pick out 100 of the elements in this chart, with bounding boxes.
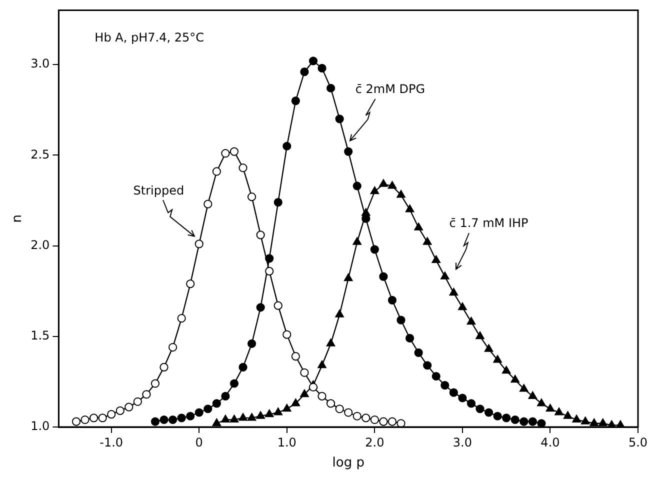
point bbox=[150, 417, 160, 426]
point bbox=[388, 296, 397, 304]
x-tick-label: 2.0 bbox=[365, 435, 384, 450]
point bbox=[352, 182, 362, 190]
point bbox=[160, 415, 168, 424]
point bbox=[300, 68, 309, 76]
x-tick-label: 5.0 bbox=[628, 435, 648, 450]
point bbox=[493, 412, 502, 420]
y-tick-label: 2.0 bbox=[30, 238, 50, 252]
point bbox=[458, 302, 467, 310]
point bbox=[344, 147, 353, 156]
point bbox=[379, 179, 388, 187]
point bbox=[221, 414, 230, 422]
point bbox=[186, 280, 195, 288]
series-label: Stripped bbox=[133, 184, 184, 198]
point bbox=[362, 414, 370, 422]
y-tick-label: 2.5 bbox=[30, 147, 50, 162]
point bbox=[335, 404, 344, 414]
point bbox=[318, 64, 326, 72]
point bbox=[326, 338, 336, 346]
point bbox=[160, 362, 168, 372]
x-tick-label: 3.0 bbox=[452, 435, 472, 450]
point bbox=[502, 414, 511, 422]
series-label: c̄ 1.7 mM IHP bbox=[449, 216, 528, 230]
point bbox=[422, 237, 432, 245]
point bbox=[282, 404, 292, 412]
point bbox=[370, 415, 379, 424]
point bbox=[291, 398, 300, 406]
point bbox=[537, 419, 546, 427]
point bbox=[563, 411, 572, 419]
x-tick-label: 4.0 bbox=[540, 435, 560, 450]
point bbox=[440, 272, 450, 280]
point bbox=[528, 391, 538, 399]
point bbox=[221, 392, 230, 400]
point bbox=[256, 411, 265, 419]
point bbox=[335, 114, 344, 124]
point bbox=[466, 399, 476, 408]
point bbox=[388, 417, 397, 426]
point bbox=[212, 418, 222, 426]
point bbox=[177, 314, 186, 323]
point bbox=[344, 408, 353, 417]
point bbox=[238, 412, 248, 421]
point bbox=[274, 408, 283, 416]
point bbox=[510, 374, 520, 383]
point bbox=[308, 56, 318, 66]
point bbox=[300, 368, 309, 377]
y-tick-label: 1.5 bbox=[30, 328, 50, 343]
point bbox=[458, 394, 467, 402]
point bbox=[264, 409, 274, 418]
point bbox=[133, 397, 142, 406]
point bbox=[282, 142, 292, 150]
x-tick-label: 0 bbox=[195, 435, 203, 450]
point bbox=[177, 414, 186, 422]
point bbox=[98, 414, 107, 422]
point bbox=[150, 379, 160, 388]
point bbox=[352, 237, 362, 245]
point bbox=[598, 418, 608, 426]
point bbox=[194, 408, 204, 417]
point bbox=[414, 222, 423, 230]
series-label: c̄ 2mM DPG bbox=[355, 82, 426, 96]
point bbox=[370, 186, 380, 194]
point bbox=[291, 352, 300, 361]
point bbox=[405, 204, 414, 212]
point bbox=[476, 404, 484, 414]
point bbox=[432, 255, 441, 264]
point bbox=[528, 417, 537, 426]
point bbox=[344, 273, 353, 282]
point bbox=[476, 331, 484, 340]
point bbox=[116, 406, 124, 415]
point bbox=[546, 404, 555, 412]
point bbox=[80, 415, 90, 424]
point bbox=[124, 402, 134, 412]
point bbox=[432, 372, 440, 381]
point bbox=[247, 412, 256, 421]
point bbox=[484, 344, 494, 352]
point bbox=[440, 381, 450, 390]
point bbox=[388, 180, 397, 189]
point bbox=[335, 310, 344, 318]
point bbox=[89, 414, 98, 422]
point bbox=[168, 415, 178, 424]
point bbox=[72, 417, 81, 426]
point bbox=[204, 200, 212, 208]
point bbox=[520, 417, 528, 426]
point bbox=[282, 330, 292, 339]
point bbox=[318, 360, 326, 368]
point bbox=[230, 147, 239, 156]
point bbox=[142, 390, 151, 399]
point bbox=[449, 288, 458, 296]
point bbox=[247, 339, 256, 348]
point bbox=[318, 392, 326, 400]
point bbox=[466, 316, 476, 325]
point bbox=[308, 382, 318, 392]
y-axis-title: n bbox=[10, 214, 26, 223]
point bbox=[502, 366, 511, 374]
y-tick-label: 1.0 bbox=[30, 419, 50, 434]
point bbox=[186, 412, 195, 420]
point bbox=[326, 399, 336, 408]
point bbox=[510, 415, 520, 424]
y-tick-label: 3.0 bbox=[30, 56, 50, 71]
x-axis-title: log p bbox=[332, 456, 364, 471]
